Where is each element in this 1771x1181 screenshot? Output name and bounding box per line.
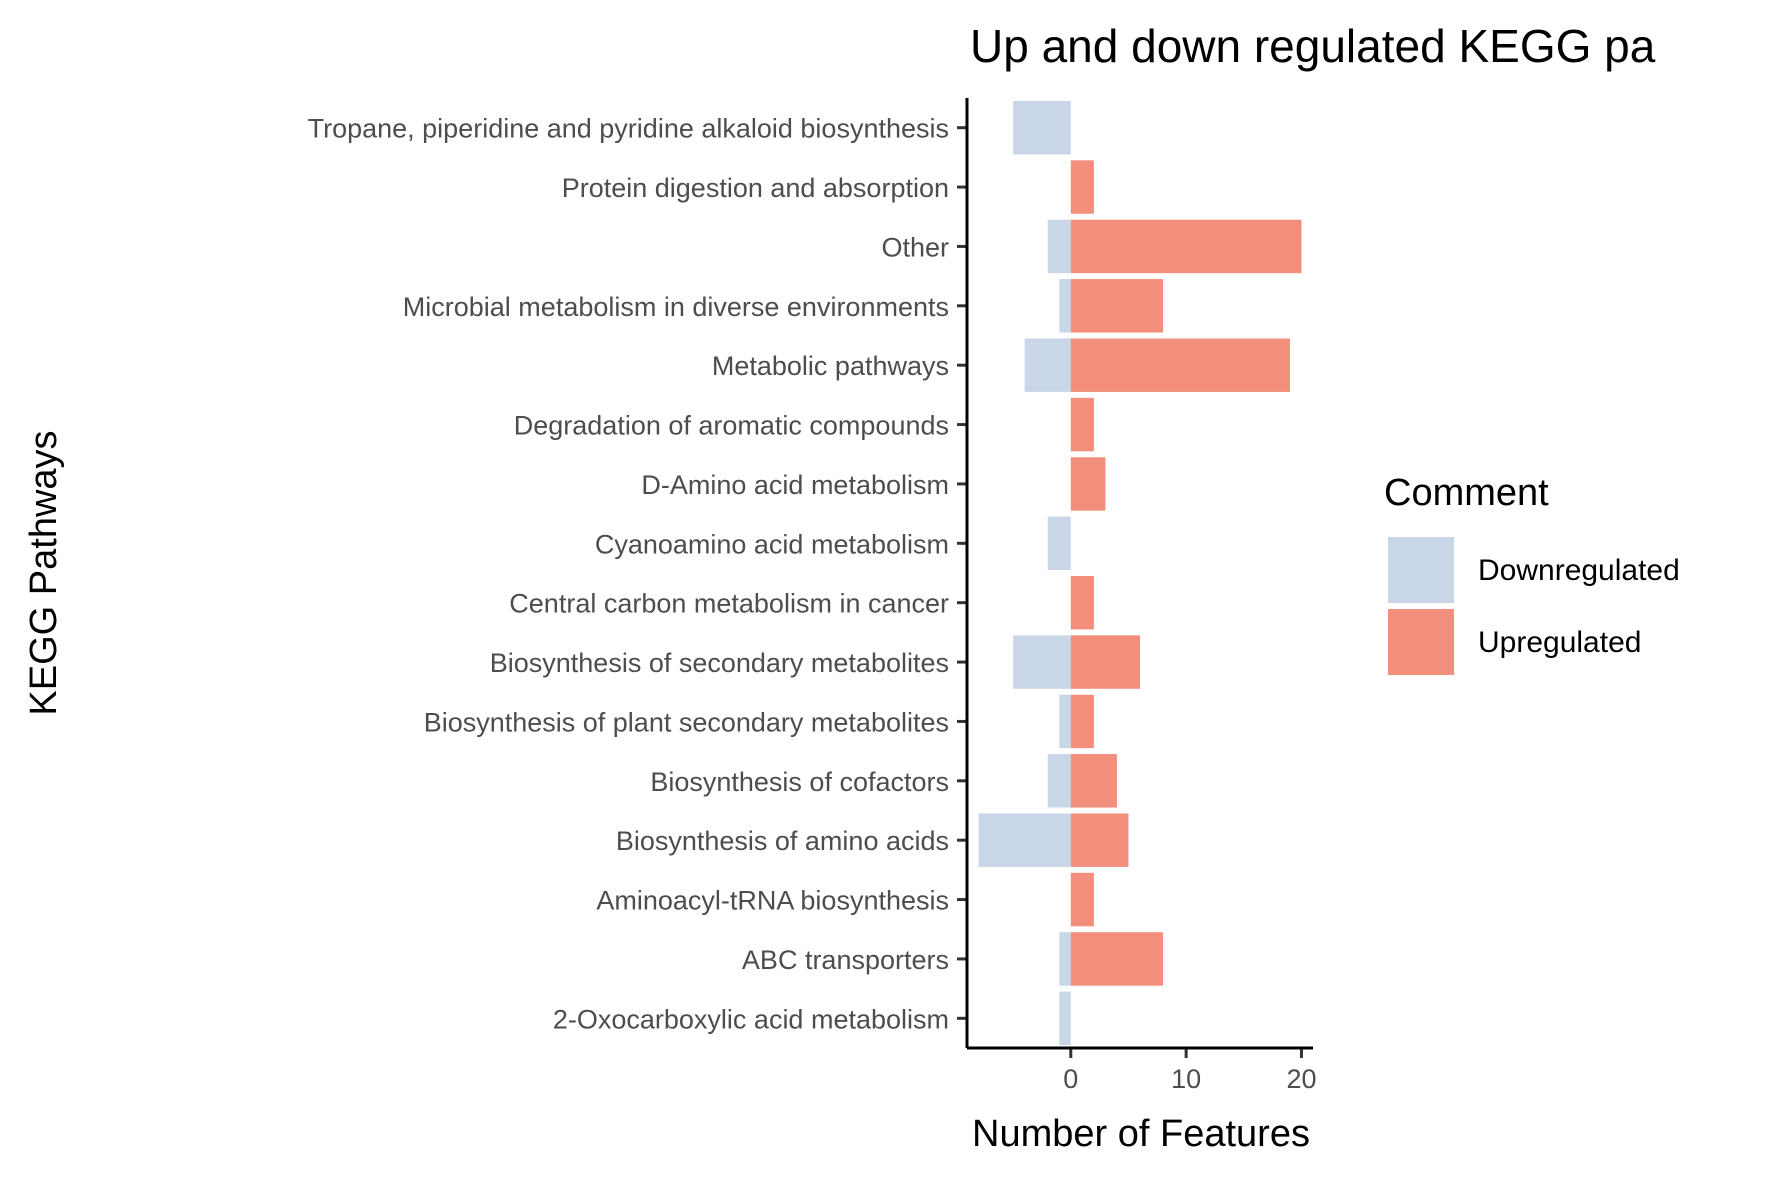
legend-title: Comment bbox=[1384, 472, 1549, 514]
bar-downregulated-metabolic-pathways bbox=[1024, 338, 1071, 392]
legend-label-upregulated: Upregulated bbox=[1478, 626, 1641, 659]
bar-downregulated-biosynthesis-of-plant-secondary-metabolites bbox=[1059, 694, 1071, 749]
bar-downregulated-biosynthesis-of-secondary-metabolites bbox=[1013, 635, 1071, 689]
bar-downregulated-biosynthesis-of-cofactors bbox=[1047, 754, 1071, 808]
bar-upregulated-biosynthesis-of-cofactors bbox=[1070, 754, 1117, 808]
bar-downregulated-2-oxocarboxylic-acid-metabolism bbox=[1059, 991, 1071, 1046]
legend: Comment Downregulated Upregulated bbox=[1384, 472, 1680, 675]
chart-title: Up and down regulated KEGG pa bbox=[970, 20, 1656, 72]
bar-upregulated-biosynthesis-of-plant-secondary-metabolites bbox=[1070, 694, 1094, 749]
bar-upregulated-degradation-of-aromatic-compounds bbox=[1070, 397, 1094, 452]
x-tick-label: 0 bbox=[1063, 1064, 1078, 1094]
bar-upregulated-microbial-metabolism-in-diverse-environments bbox=[1070, 279, 1164, 333]
bar-upregulated-d-amino-acid-metabolism bbox=[1070, 457, 1106, 511]
x-tick-label: 10 bbox=[1171, 1064, 1201, 1094]
y-axis-title: KEGG Pathways bbox=[23, 430, 65, 715]
bar-upregulated-abc-transporters bbox=[1070, 932, 1164, 986]
category-label: Aminoacyl-tRNA biosynthesis bbox=[596, 886, 949, 916]
bar-upregulated-protein-digestion-and-absorption bbox=[1070, 160, 1094, 214]
category-label: Other bbox=[881, 232, 949, 262]
category-label: D-Amino acid metabolism bbox=[641, 470, 949, 500]
bar-downregulated-microbial-metabolism-in-diverse-environments bbox=[1059, 279, 1071, 333]
x-axis-title: Number of Features bbox=[972, 1113, 1310, 1155]
category-label: Biosynthesis of plant secondary metaboli… bbox=[424, 707, 949, 737]
legend-swatch-upregulated bbox=[1388, 609, 1454, 675]
category-label: Protein digestion and absorption bbox=[562, 173, 949, 203]
category-label: Biosynthesis of amino acids bbox=[616, 826, 949, 856]
category-label: Central carbon metabolism in cancer bbox=[509, 589, 949, 619]
category-label: Biosynthesis of cofactors bbox=[650, 767, 949, 797]
x-tick-label: 20 bbox=[1286, 1064, 1316, 1094]
category-label: Biosynthesis of secondary metabolites bbox=[490, 648, 949, 678]
bar-upregulated-metabolic-pathways bbox=[1070, 338, 1290, 392]
legend-label-downregulated: Downregulated bbox=[1478, 554, 1680, 587]
bars-group bbox=[978, 100, 1302, 1046]
category-label: ABC transporters bbox=[742, 945, 949, 975]
bar-downregulated-tropane-piperidine-and-pyridine-alkaloid-biosynthesis bbox=[1013, 100, 1071, 155]
category-label: Microbial metabolism in diverse environm… bbox=[403, 292, 949, 322]
x-ticks-group: 0 10 20 bbox=[1063, 1048, 1316, 1094]
category-label: 2-Oxocarboxylic acid metabolism bbox=[553, 1004, 949, 1034]
bar-upregulated-other bbox=[1070, 219, 1302, 274]
category-label: Metabolic pathways bbox=[712, 351, 949, 381]
legend-swatch-downregulated bbox=[1388, 537, 1454, 603]
bar-downregulated-abc-transporters bbox=[1059, 932, 1071, 986]
bar-downregulated-biosynthesis-of-amino-acids bbox=[978, 813, 1071, 867]
category-label: Cyanoamino acid metabolism bbox=[595, 529, 949, 559]
category-label: Degradation of aromatic compounds bbox=[514, 411, 949, 441]
bar-upregulated-aminoacyl-trna-biosynthesis bbox=[1070, 872, 1094, 927]
bar-upregulated-central-carbon-metabolism-in-cancer bbox=[1070, 575, 1094, 630]
bar-downregulated-cyanoamino-acid-metabolism bbox=[1047, 516, 1071, 571]
category-label: Tropane, piperidine and pyridine alkaloi… bbox=[308, 114, 949, 144]
bar-downregulated-other bbox=[1047, 219, 1071, 274]
bar-upregulated-biosynthesis-of-secondary-metabolites bbox=[1070, 635, 1140, 689]
bar-upregulated-biosynthesis-of-amino-acids bbox=[1070, 813, 1129, 867]
category-labels-group: Tropane, piperidine and pyridine alkaloi… bbox=[308, 114, 967, 1034]
